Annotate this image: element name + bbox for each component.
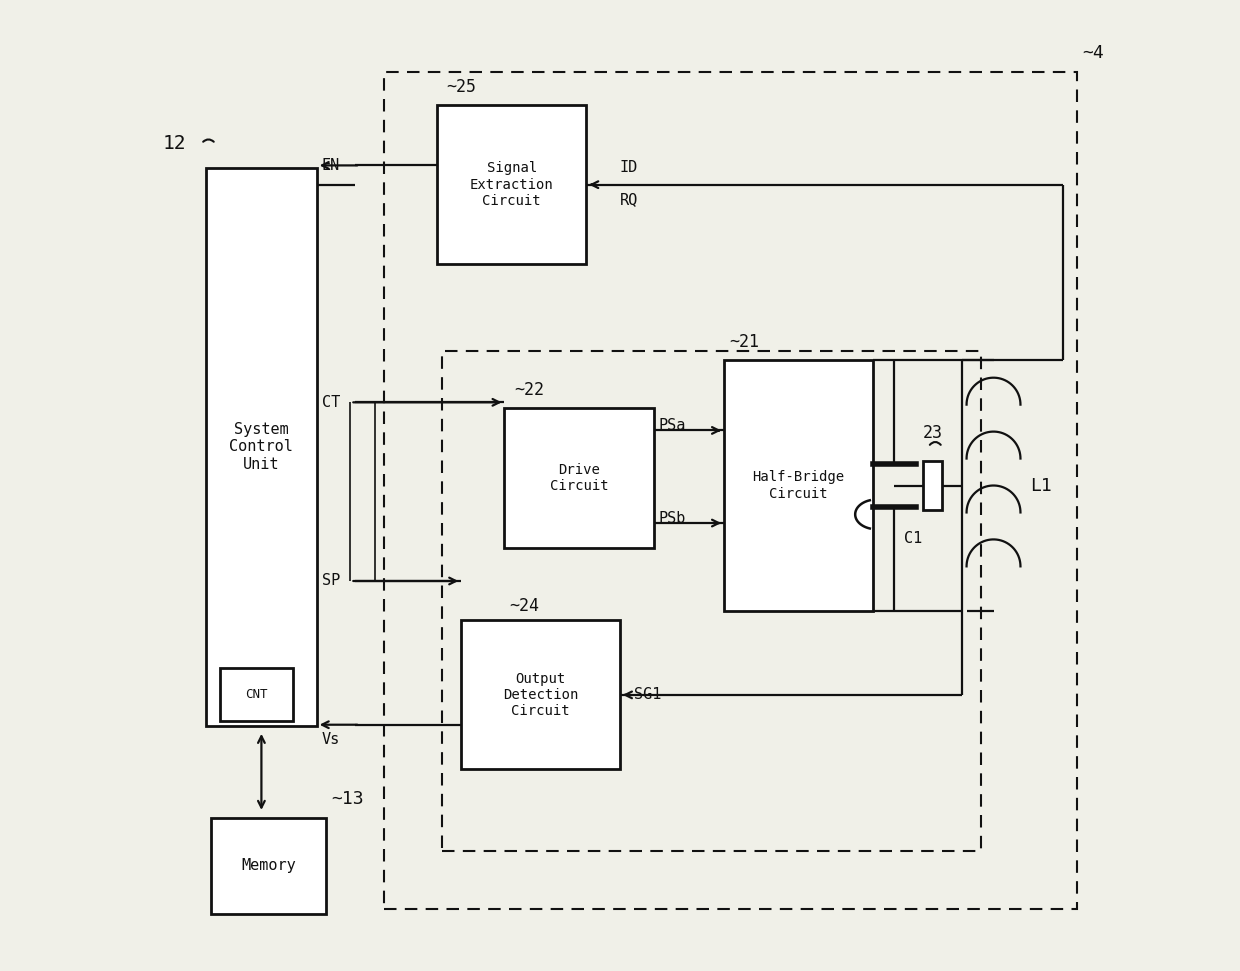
Text: RQ: RQ (620, 191, 639, 207)
Text: L1: L1 (1030, 477, 1052, 494)
Text: Output
Detection
Circuit: Output Detection Circuit (503, 672, 578, 719)
Text: PSa: PSa (658, 419, 686, 433)
Text: Memory: Memory (242, 858, 296, 873)
Text: ~25: ~25 (446, 78, 476, 95)
Text: PSb: PSb (658, 511, 686, 525)
Text: System
Control
Unit: System Control Unit (229, 422, 294, 472)
Bar (505, 409, 653, 548)
Bar (221, 668, 293, 721)
Text: ID: ID (620, 160, 639, 175)
Text: ~24: ~24 (510, 597, 539, 616)
Text: Signal
Extraction
Circuit: Signal Extraction Circuit (470, 161, 553, 208)
Text: C1: C1 (904, 531, 923, 546)
Bar (436, 105, 587, 264)
Bar (206, 168, 316, 726)
Text: ~21: ~21 (729, 333, 759, 351)
Bar (724, 360, 873, 611)
Text: ~4: ~4 (1083, 44, 1104, 62)
Bar (211, 818, 326, 914)
Text: 23: 23 (924, 423, 944, 442)
Text: EN: EN (321, 158, 340, 173)
Bar (924, 461, 942, 510)
Bar (384, 72, 1078, 909)
Text: Half-Bridge
Circuit: Half-Bridge Circuit (753, 470, 844, 501)
Text: Vs: Vs (321, 732, 340, 747)
Text: ~22: ~22 (515, 381, 544, 399)
Text: CT: CT (321, 395, 340, 410)
Text: ~13: ~13 (331, 790, 363, 808)
Text: CNT: CNT (246, 688, 268, 701)
Bar (461, 620, 620, 769)
Text: 12: 12 (162, 134, 186, 153)
Text: SG1: SG1 (635, 687, 662, 702)
Text: Drive
Circuit: Drive Circuit (549, 463, 609, 493)
Text: SP: SP (321, 574, 340, 588)
Bar (441, 351, 981, 852)
